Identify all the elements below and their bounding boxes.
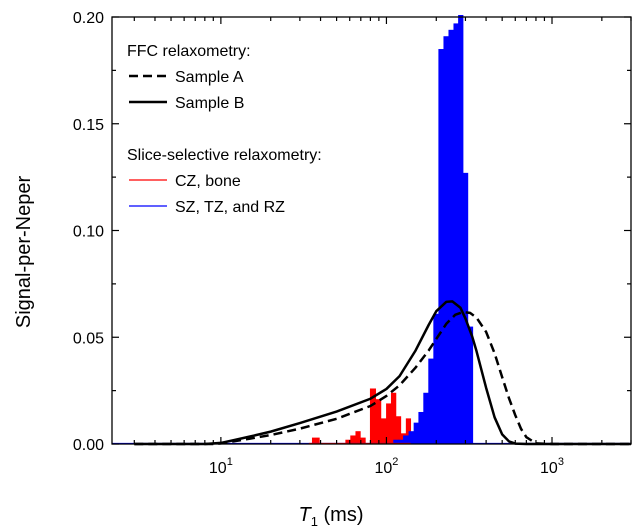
histogram-bar [458, 15, 464, 444]
curve-sample-b [134, 300, 631, 446]
x-tick-label-exponent: 1 [227, 456, 233, 468]
x-tick-label-base: 10 [209, 460, 227, 477]
y-tick-label: 0.00 [73, 437, 104, 454]
y-axis-title: Signal-per-Neper [13, 176, 35, 329]
x-tick-label-base: 10 [540, 460, 558, 477]
histogram-bar [350, 435, 356, 444]
histogram-bar [438, 49, 444, 444]
histogram-bar [369, 388, 376, 444]
x-axis-title-subscript: 1 [311, 514, 318, 529]
x-tick-label-exponent: 2 [392, 456, 398, 468]
legend: FFC relaxometry: Sample A Sample B Slice… [127, 43, 322, 216]
legend-group-ffc-title: FFC relaxometry: [127, 43, 251, 60]
histogram-bar [355, 431, 361, 444]
x-tick-label: 103 [540, 456, 564, 477]
histogram-bar [393, 439, 399, 444]
legend-label-sz-tz-rz: SZ, TZ, and RZ [175, 199, 285, 216]
histogram-bar [453, 23, 459, 444]
histogram-bar [463, 172, 469, 445]
y-tick-label: 0.20 [73, 10, 104, 27]
legend-group-slice-title: Slice-selective relaxometry: [127, 147, 322, 164]
histogram-bar [403, 435, 409, 444]
x-axis-title: T1 (ms) [299, 504, 364, 529]
histogram-bar [345, 439, 351, 444]
histogram-bar [405, 418, 412, 444]
histogram-bar [386, 403, 392, 444]
histogram-bar [418, 411, 424, 444]
histogram-sz-tz-rz [393, 15, 474, 445]
histogram-bar [398, 439, 404, 444]
histogram-bar [448, 29, 454, 445]
x-tick-label: 102 [374, 456, 398, 477]
histogram-bar [443, 36, 449, 444]
histogram-bar [311, 437, 320, 444]
curve-sample-a [134, 310, 631, 446]
histogram-bar [433, 313, 439, 444]
legend-label-cz-bone: CZ, bone [175, 173, 241, 190]
legend-label-sample-a: Sample A [175, 69, 244, 86]
x-axis-title-symbol: T [299, 504, 313, 526]
x-tick-label-exponent: 3 [558, 456, 564, 468]
histogram-bar [395, 416, 402, 444]
x-tick-label-base: 10 [374, 460, 392, 477]
x-tick-label: 101 [209, 456, 233, 477]
y-tick-label: 0.10 [73, 224, 104, 241]
histogram-bar [467, 326, 474, 444]
histogram-cz-bone [311, 388, 412, 444]
histogram-bar [423, 392, 429, 444]
histogram-bar [390, 392, 397, 444]
histogram-bar [413, 422, 419, 444]
histogram-bar [375, 399, 382, 444]
y-tick-label: 0.05 [73, 330, 104, 347]
y-tick-label: 0.15 [73, 117, 104, 134]
x-axis-title-unit: (ms) [318, 504, 364, 526]
legend-label-sample-b: Sample B [175, 95, 244, 112]
histogram-bar [380, 418, 387, 444]
histogram-bar [408, 431, 415, 444]
histogram-bar [428, 358, 434, 444]
histogram-bar [360, 437, 366, 444]
